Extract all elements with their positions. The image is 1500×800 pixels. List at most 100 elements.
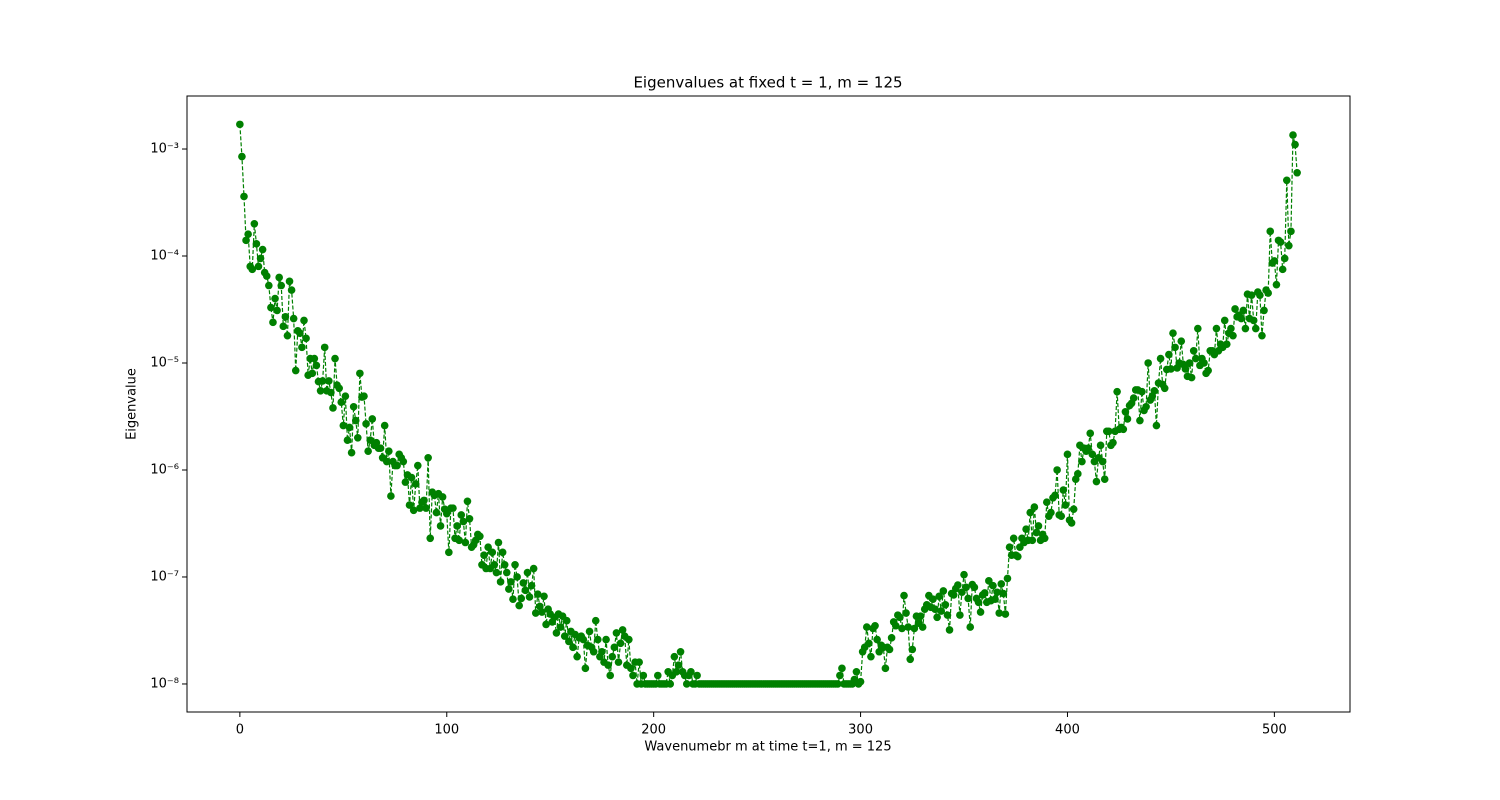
data-point (1251, 324, 1260, 333)
data-point (873, 635, 881, 644)
data-point (310, 354, 319, 363)
data-point (918, 623, 927, 631)
data-point (960, 570, 968, 579)
data-point (513, 573, 521, 581)
data-point (1109, 438, 1117, 447)
data-point (931, 605, 939, 613)
data-point (1003, 574, 1012, 583)
data-point (527, 581, 536, 590)
data-point (1113, 387, 1121, 396)
data-point (618, 626, 627, 634)
y-axis-label: Eigenvalue (125, 368, 140, 440)
data-point (335, 384, 343, 393)
x-tick-label: 100 (434, 723, 459, 738)
data-point (1084, 444, 1092, 452)
data-point (300, 316, 308, 325)
data-point (480, 551, 488, 559)
x-tick-label: 200 (641, 723, 666, 738)
data-point (900, 591, 908, 600)
data-point (562, 616, 571, 625)
data-point (312, 361, 321, 370)
data-point (329, 404, 337, 412)
data-point (672, 667, 681, 676)
data-point (945, 626, 954, 634)
data-point (1249, 316, 1258, 325)
data-point (887, 634, 896, 642)
data-point (250, 220, 259, 228)
data-point (1121, 407, 1130, 416)
data-point (1040, 534, 1049, 543)
data-point (629, 671, 637, 680)
data-point (1212, 324, 1221, 333)
data-point (569, 643, 577, 652)
data-point (852, 667, 861, 676)
data-point (1185, 359, 1194, 367)
data-point (476, 532, 484, 541)
data-point (1241, 324, 1250, 333)
data-point (1001, 610, 1010, 618)
data-point (490, 560, 499, 569)
data-point (604, 661, 612, 669)
data-point (465, 514, 474, 523)
data-point (492, 568, 501, 577)
data-point (1129, 394, 1138, 402)
data-point (291, 366, 300, 375)
data-point (258, 245, 267, 254)
data-point (1171, 343, 1179, 352)
data-point (337, 398, 346, 407)
data-point (265, 281, 273, 290)
data-point (285, 277, 294, 286)
data-point (993, 588, 1001, 597)
data-point (838, 664, 846, 673)
data-point (995, 609, 1003, 617)
data-point (1181, 365, 1190, 373)
data-point (1069, 505, 1078, 514)
data-point (573, 652, 581, 661)
data-point (1061, 501, 1070, 509)
data-point (254, 262, 263, 271)
data-point (424, 453, 432, 462)
data-point (1063, 450, 1072, 459)
data-point (262, 272, 271, 280)
data-point (445, 548, 453, 557)
data-point (962, 583, 970, 592)
data-point (449, 504, 457, 512)
data-point (1270, 257, 1279, 265)
data-point (368, 415, 377, 423)
data-point (1152, 421, 1161, 430)
data-point (627, 664, 635, 673)
data-point (1074, 470, 1082, 478)
data-point (320, 343, 329, 352)
data-point (360, 392, 368, 400)
data-point (461, 538, 470, 547)
data-point (954, 581, 962, 589)
data-point (353, 433, 362, 442)
data-point (540, 592, 548, 601)
data-point (347, 448, 356, 457)
data-point (498, 548, 507, 557)
data-point (964, 594, 972, 603)
data-point (836, 671, 844, 680)
data-point (341, 392, 350, 400)
data-point (1026, 508, 1035, 517)
data-point (502, 568, 511, 577)
data-point (1138, 387, 1146, 396)
data-point (519, 579, 528, 587)
data-point (1098, 457, 1107, 466)
data-point (937, 607, 946, 615)
data-point (1092, 477, 1101, 486)
data-point (1293, 168, 1301, 177)
data-point (1005, 543, 1014, 551)
data-point (1051, 491, 1059, 500)
x-axis-label: Wavenumebr m at time t=1, m = 125 (644, 740, 891, 755)
x-tick-label: 500 (1262, 723, 1287, 738)
data-point (380, 421, 389, 430)
data-point (871, 621, 879, 630)
data-point (1191, 354, 1200, 363)
data-point (411, 480, 420, 488)
data-point (856, 677, 865, 686)
data-point (426, 534, 435, 543)
data-point (463, 497, 472, 506)
data-point (1187, 373, 1196, 382)
data-point (1100, 475, 1109, 484)
